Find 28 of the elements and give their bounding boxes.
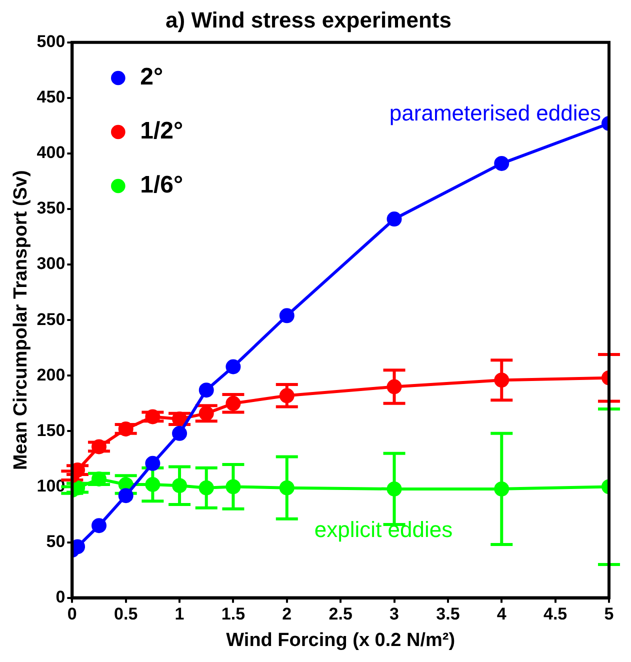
y-tick-label: 250 — [36, 310, 66, 329]
x-tick-label: 0.5 — [114, 604, 138, 624]
x-tick-label: 2.5 — [328, 604, 352, 624]
y-axis-title: Mean Circumpolar Transport (Sv) — [10, 170, 32, 470]
x-tick-label: 5 — [604, 604, 614, 624]
x-tick-label: 4 — [496, 604, 507, 624]
y-tick-label: 200 — [36, 365, 66, 384]
annotation: parameterised eddies — [389, 100, 601, 126]
legend-label: 1/6° — [140, 172, 184, 199]
x-tick-label: 3.5 — [436, 604, 460, 624]
y-tick-label: 350 — [36, 198, 66, 218]
y-tick-label: 50 — [46, 532, 66, 551]
x-tick-label: 1 — [174, 604, 184, 624]
y-tick-label: 400 — [36, 143, 66, 162]
y-tick-label: 450 — [36, 88, 66, 107]
y-tick-label: 300 — [36, 254, 66, 274]
x-tick-label: 4.5 — [543, 604, 568, 624]
x-tick-label: 2 — [282, 604, 292, 624]
y-tick-label: 500 — [36, 32, 66, 52]
chart-title: a) Wind stress experiments — [166, 7, 452, 32]
legend-label: 2° — [140, 64, 164, 91]
annotation: explicit eddies — [314, 517, 453, 542]
x-axis-title: Wind Forcing (x 0.2 N/m²) — [226, 630, 456, 651]
y-tick-label: 0 — [56, 587, 66, 606]
x-tick-label: 3 — [390, 604, 399, 624]
y-tick-label: 150 — [36, 420, 66, 440]
legend-label: 1/2° — [140, 118, 184, 145]
x-tick-label: 1.5 — [221, 604, 246, 624]
